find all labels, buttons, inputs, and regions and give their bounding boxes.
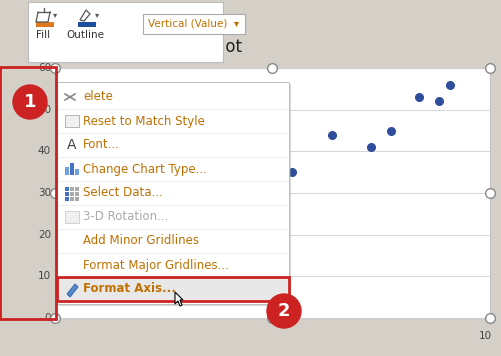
Text: elete: elete [83,90,113,104]
Text: Format Axis...: Format Axis... [83,283,176,295]
Bar [0,67,56,319]
Bar [143,14,245,34]
Bar [57,82,289,304]
Polygon shape [80,10,90,21]
Text: ▾: ▾ [53,10,57,20]
Text: Add Minor Gridlines: Add Minor Gridlines [83,235,199,247]
Bar [65,197,69,201]
Text: A: A [67,138,77,152]
Bar [59,84,291,306]
Text: 3-D Rotation...: 3-D Rotation... [83,210,168,224]
Bar [70,192,74,196]
Bar [65,192,69,196]
Bar [65,211,79,223]
Text: Font...: Font... [83,138,120,152]
Bar [28,2,223,62]
Text: 40: 40 [38,146,51,156]
Text: Reset to Match Style: Reset to Match Style [83,115,205,127]
Text: atterplot: atterplot [170,38,242,56]
Text: Outline: Outline [66,30,104,40]
Bar [70,187,74,191]
Polygon shape [175,292,183,306]
Bar [70,163,74,175]
Bar [58,277,288,301]
Bar [75,192,79,196]
Bar [36,22,54,27]
Text: 2: 2 [278,302,290,320]
Bar [55,68,490,318]
Bar [75,169,79,175]
Bar [65,187,69,191]
Text: 10: 10 [478,331,491,341]
Bar [75,197,79,201]
Bar [57,277,289,301]
Text: 30: 30 [38,188,51,198]
Text: 60: 60 [38,63,51,73]
Bar [65,167,69,175]
Text: 20: 20 [38,230,51,240]
Bar [70,197,74,201]
Bar [65,115,79,127]
Bar [78,22,96,27]
Text: 1: 1 [24,93,36,111]
Bar [75,187,79,191]
Text: 0: 0 [45,313,51,323]
Text: Vertical (Value)  ▾: Vertical (Value) ▾ [148,19,239,29]
Text: Change Chart Type...: Change Chart Type... [83,162,207,176]
Text: Select Data...: Select Data... [83,187,163,199]
Polygon shape [67,284,78,297]
Circle shape [13,85,47,119]
Text: ▾: ▾ [95,10,99,20]
Text: Format Major Gridlines...: Format Major Gridlines... [83,258,229,272]
Circle shape [267,294,301,328]
Text: Fill: Fill [36,30,50,40]
Text: 10: 10 [38,271,51,281]
Text: 50: 50 [38,105,51,115]
